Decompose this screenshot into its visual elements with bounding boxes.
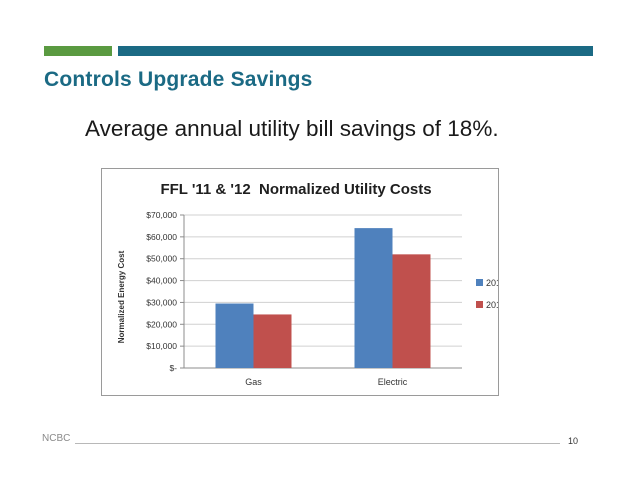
legend-swatch-2012 [476,301,483,308]
bar-electric-2012 [392,254,431,368]
y-tick-label-4: $40,000 [146,276,177,286]
slide-subtitle: Average annual utility bill savings of 1… [85,116,499,141]
y-tick-label-5: $50,000 [146,254,177,264]
y-axis-label: Normalized Energy Cost [117,250,126,343]
x-axis-ticks: Gas Electric [245,377,408,387]
legend-label-2011: 2011 [486,278,498,288]
y-axis-ticks: $- $10,000 $20,000 $30,000 $40,000 $50,000 $60… [146,210,177,373]
bar-electric-2011 [354,228,393,368]
y-tick-label-3: $30,000 [146,297,177,307]
accent-bar-blue [118,46,593,56]
legend: 2011 2012 [476,278,498,310]
bar-chart: FFL '11 & '12 Normalized Utility Costs $… [117,181,498,387]
bar-gas-2012 [253,314,292,368]
y-tick-label-6: $60,000 [146,232,177,242]
x-tick-label-electric: Electric [378,377,408,387]
footer-divider [75,443,560,444]
legend-swatch-2011 [476,279,483,286]
y-tick-label-1: $10,000 [146,341,177,351]
chart-title: FFL '11 & '12 Normalized Utility Costs [160,181,431,198]
page-number: 10 [568,436,579,446]
x-tick-label-gas: Gas [245,377,262,387]
y-tick-label-0: $- [169,363,177,373]
chart-container: FFL '11 & '12 Normalized Utility Costs $… [101,168,499,396]
legend-label-2012: 2012 [486,300,498,310]
footer-org: NCBC [42,433,71,444]
accent-bar-green [44,46,112,56]
y-tick-label-2: $20,000 [146,319,177,329]
bar-gas-2011 [215,303,254,368]
y-tick-label-7: $70,000 [146,210,177,220]
bars [215,228,431,368]
slide-title: Controls Upgrade Savings [44,68,313,91]
